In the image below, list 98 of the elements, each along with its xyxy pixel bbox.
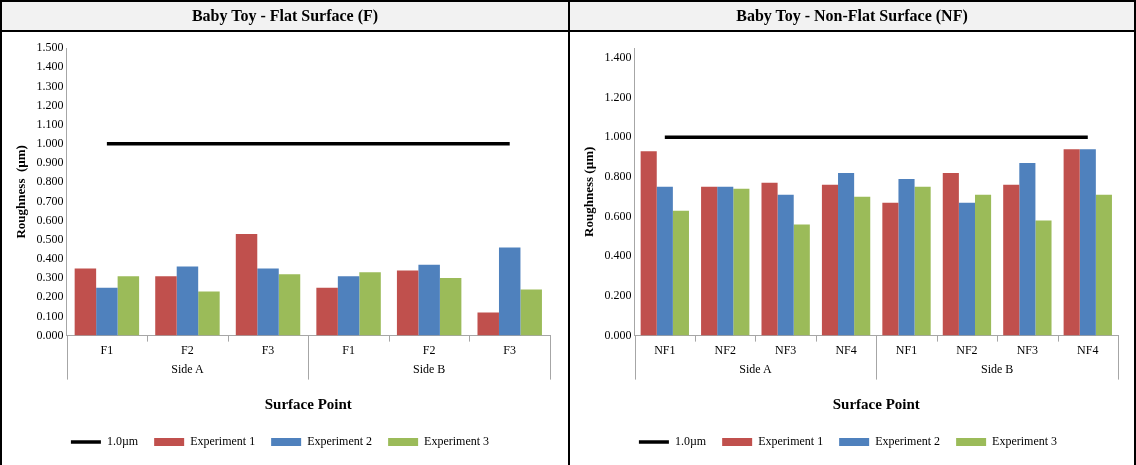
bar	[898, 178, 915, 336]
bar	[882, 202, 899, 336]
bar	[717, 186, 734, 336]
bar	[761, 182, 778, 336]
y-tick-label: 1.400	[604, 50, 632, 65]
y-tick-label: 0.700	[36, 193, 64, 208]
bar	[257, 268, 279, 336]
y-tick-label: 0.600	[36, 212, 64, 227]
y-tick-label: 0.800	[36, 174, 64, 189]
bar	[914, 186, 931, 336]
y-tick-label: 1.000	[36, 136, 64, 151]
bar	[1095, 194, 1112, 336]
y-tick-label: 0.400	[36, 251, 64, 266]
bar	[316, 287, 338, 336]
bar	[640, 151, 657, 336]
bar	[838, 172, 855, 336]
chart-title: Baby Toy - Flat Surface (F)	[2, 2, 568, 32]
x-tick-label: F2	[181, 342, 194, 357]
bar	[74, 268, 97, 336]
bar	[1019, 163, 1036, 336]
legend-label: Experiment 1	[190, 434, 256, 449]
y-tick-label: 1.200	[604, 89, 632, 104]
x-tick-label: NF4	[835, 342, 857, 357]
bar	[672, 210, 689, 336]
x-axis-title: Surface Point	[264, 395, 352, 412]
y-axis-title: Roughness (µm)	[13, 145, 29, 239]
bar	[958, 202, 975, 336]
bar	[96, 287, 118, 336]
y-tick-label: 1.200	[36, 97, 64, 112]
bar	[396, 270, 419, 336]
y-tick-label: 1.400	[36, 59, 64, 74]
bar	[235, 233, 258, 336]
y-tick-label: 0.900	[36, 155, 64, 170]
bar	[117, 276, 140, 336]
bar	[337, 276, 360, 336]
bar	[418, 264, 440, 336]
bar	[477, 312, 499, 336]
legend-label: Experiment 3	[424, 434, 490, 449]
bar	[777, 194, 794, 336]
x-tick-label: NF2	[714, 342, 736, 357]
x-tick-label: F3	[503, 342, 517, 357]
legend-label: Experiment 2	[875, 434, 941, 449]
bar	[278, 274, 301, 336]
bar	[854, 196, 871, 336]
bar	[733, 188, 750, 336]
x-tick-label: NF3	[1016, 342, 1039, 357]
bar	[176, 266, 199, 336]
text: Side B	[412, 361, 446, 376]
legend-label: Experiment 1	[758, 434, 824, 449]
bar	[974, 194, 992, 336]
y-tick-label: 0.800	[604, 169, 632, 184]
bar	[1063, 149, 1080, 336]
bar	[821, 184, 839, 336]
x-axis-title: Surface Point	[832, 395, 920, 412]
bar	[520, 289, 542, 336]
y-tick-label: 0.500	[36, 231, 64, 246]
y-axis-title: Roughness (µm)	[581, 146, 597, 237]
x-tick-label: F2	[422, 342, 436, 357]
y-tick-label: 0.200	[36, 289, 64, 304]
x-tick-label: NF2	[956, 342, 978, 357]
y-tick-label: 1.500	[36, 40, 64, 55]
bar	[1079, 149, 1096, 336]
x-tick-label: NF4	[1077, 342, 1099, 357]
chart-title: Baby Toy - Non-Flat Surface (NF)	[570, 2, 1134, 32]
y-tick-label: 0.000	[604, 327, 632, 342]
bar	[198, 291, 220, 336]
text: Side A	[739, 361, 772, 376]
y-tick-label: 0.200	[604, 288, 632, 303]
bar	[359, 272, 381, 336]
y-tick-label: 1.000	[604, 129, 632, 144]
y-tick-label: 0.400	[604, 248, 632, 263]
bar	[656, 186, 673, 336]
y-tick-label: 0.100	[36, 308, 64, 323]
bar	[155, 276, 177, 336]
bar	[1003, 184, 1020, 336]
x-tick-label: F3	[261, 342, 275, 357]
legend-label: 1.0µm	[674, 434, 707, 449]
text: Side A	[171, 361, 204, 376]
x-tick-label: F1	[342, 342, 355, 357]
y-tick-label: 0.600	[604, 208, 632, 223]
bar	[701, 186, 718, 336]
y-tick-label: 0.000	[36, 327, 64, 342]
text: Side B	[980, 361, 1014, 376]
y-tick-label: 0.300	[36, 270, 64, 285]
x-tick-label: NF3	[774, 342, 797, 357]
y-tick-label: 1.300	[36, 78, 64, 93]
bar	[793, 224, 810, 336]
legend-label: 1.0µm	[106, 434, 139, 449]
bar	[942, 172, 959, 336]
bar	[1035, 220, 1052, 336]
x-tick-label: F1	[100, 342, 114, 357]
legend-label: Experiment 2	[307, 434, 373, 449]
x-tick-label: NF1	[654, 342, 676, 357]
legend-label: Experiment 3	[992, 434, 1058, 449]
bar	[498, 247, 521, 336]
bar	[439, 278, 462, 336]
y-tick-label: 1.100	[36, 116, 64, 131]
x-tick-label: NF1	[895, 342, 918, 357]
